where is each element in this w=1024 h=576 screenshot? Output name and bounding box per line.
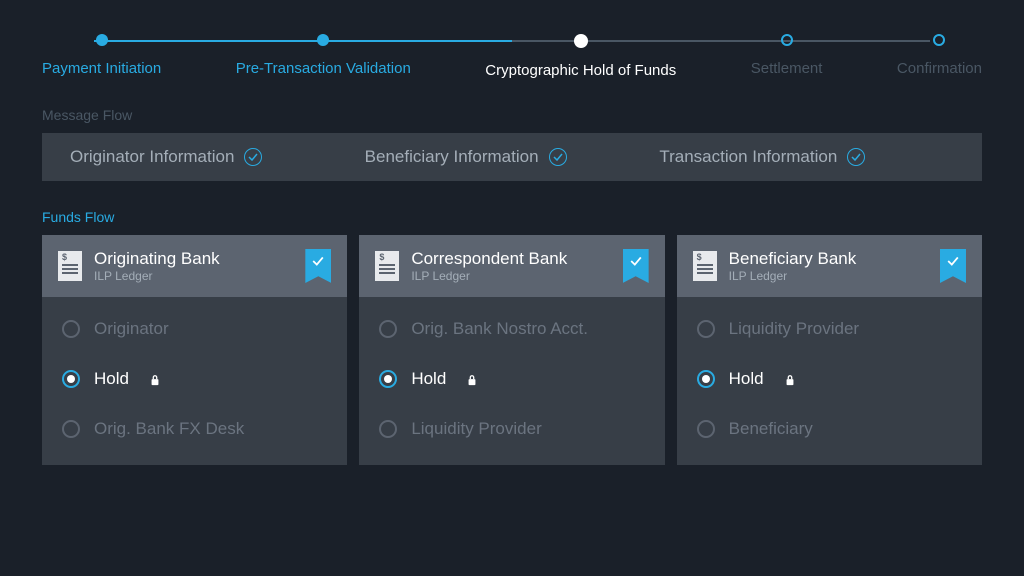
verified-ribbon-icon — [305, 249, 331, 283]
radio-icon — [697, 320, 715, 338]
step-dot-icon — [317, 34, 329, 46]
step-dot-icon — [781, 34, 793, 46]
radio-icon — [379, 370, 397, 388]
step-dot-icon — [933, 34, 945, 46]
radio-icon — [62, 420, 80, 438]
step-dot-icon — [574, 34, 588, 48]
message-flow-panel: Originator Information Beneficiary Infor… — [42, 133, 982, 181]
step-cryptographic-hold[interactable]: Cryptographic Hold of Funds — [485, 34, 676, 79]
step-payment-initiation[interactable]: Payment Initiation — [42, 34, 161, 79]
ledger-doc-icon — [58, 251, 82, 281]
row-orig-bank-fx-desk[interactable]: Orig. Bank FX Desk — [62, 419, 327, 439]
card-header: Originating Bank ILP Ledger — [42, 235, 347, 297]
msg-beneficiary-info[interactable]: Beneficiary Information — [365, 147, 660, 167]
ledger-doc-icon — [693, 251, 717, 281]
row-hold[interactable]: Hold — [379, 369, 644, 389]
check-icon — [549, 148, 567, 166]
card-subtitle: ILP Ledger — [729, 269, 928, 283]
row-orig-bank-nostro[interactable]: Orig. Bank Nostro Acct. — [379, 319, 644, 339]
card-originating-bank: Originating Bank ILP Ledger Originator H… — [42, 235, 347, 465]
radio-icon — [379, 320, 397, 338]
row-label: Orig. Bank Nostro Acct. — [411, 319, 588, 339]
card-header: Correspondent Bank ILP Ledger — [359, 235, 664, 297]
lock-icon — [784, 373, 796, 385]
row-label: Originator — [94, 319, 169, 339]
check-icon — [847, 148, 865, 166]
card-beneficiary-bank: Beneficiary Bank ILP Ledger Liquidity Pr… — [677, 235, 982, 465]
step-settlement[interactable]: Settlement — [751, 34, 823, 79]
row-hold[interactable]: Hold — [62, 369, 327, 389]
verified-ribbon-icon — [623, 249, 649, 283]
funds-flow-title: Funds Flow — [0, 181, 1024, 235]
row-label: Liquidity Provider — [729, 319, 859, 339]
step-label: Pre-Transaction Validation — [236, 60, 411, 77]
funds-flow-cards: Originating Bank ILP Ledger Originator H… — [0, 235, 1024, 465]
ledger-doc-icon — [375, 251, 399, 281]
row-label: Beneficiary — [729, 419, 813, 439]
radio-icon — [62, 320, 80, 338]
msg-label: Beneficiary Information — [365, 147, 539, 167]
card-subtitle: ILP Ledger — [411, 269, 610, 283]
step-label: Confirmation — [897, 60, 982, 77]
step-label: Cryptographic Hold of Funds — [485, 62, 676, 79]
verified-ribbon-icon — [940, 249, 966, 283]
step-pre-transaction-validation[interactable]: Pre-Transaction Validation — [236, 34, 411, 79]
card-correspondent-bank: Correspondent Bank ILP Ledger Orig. Bank… — [359, 235, 664, 465]
msg-transaction-info[interactable]: Transaction Information — [659, 147, 954, 167]
row-liquidity-provider[interactable]: Liquidity Provider — [697, 319, 962, 339]
card-title: Correspondent Bank — [411, 249, 610, 269]
radio-icon — [697, 420, 715, 438]
radio-icon — [697, 370, 715, 388]
card-header: Beneficiary Bank ILP Ledger — [677, 235, 982, 297]
msg-label: Originator Information — [70, 147, 234, 167]
msg-label: Transaction Information — [659, 147, 837, 167]
radio-icon — [379, 420, 397, 438]
card-subtitle: ILP Ledger — [94, 269, 293, 283]
progress-stepper: Payment Initiation Pre-Transaction Valid… — [0, 0, 1024, 79]
lock-icon — [149, 373, 161, 385]
row-hold[interactable]: Hold — [697, 369, 962, 389]
radio-icon — [62, 370, 80, 388]
msg-originator-info[interactable]: Originator Information — [70, 147, 365, 167]
row-liquidity-provider[interactable]: Liquidity Provider — [379, 419, 644, 439]
lock-icon — [466, 373, 478, 385]
row-label: Liquidity Provider — [411, 419, 541, 439]
row-label: Hold — [94, 369, 129, 389]
step-label: Settlement — [751, 60, 823, 77]
row-label: Hold — [411, 369, 446, 389]
check-icon — [244, 148, 262, 166]
row-label: Orig. Bank FX Desk — [94, 419, 244, 439]
message-flow-title: Message Flow — [0, 79, 1024, 133]
row-beneficiary[interactable]: Beneficiary — [697, 419, 962, 439]
row-originator[interactable]: Originator — [62, 319, 327, 339]
card-title: Beneficiary Bank — [729, 249, 928, 269]
step-dot-icon — [96, 34, 108, 46]
row-label: Hold — [729, 369, 764, 389]
step-label: Payment Initiation — [42, 60, 161, 77]
card-title: Originating Bank — [94, 249, 293, 269]
step-confirmation[interactable]: Confirmation — [897, 34, 982, 79]
